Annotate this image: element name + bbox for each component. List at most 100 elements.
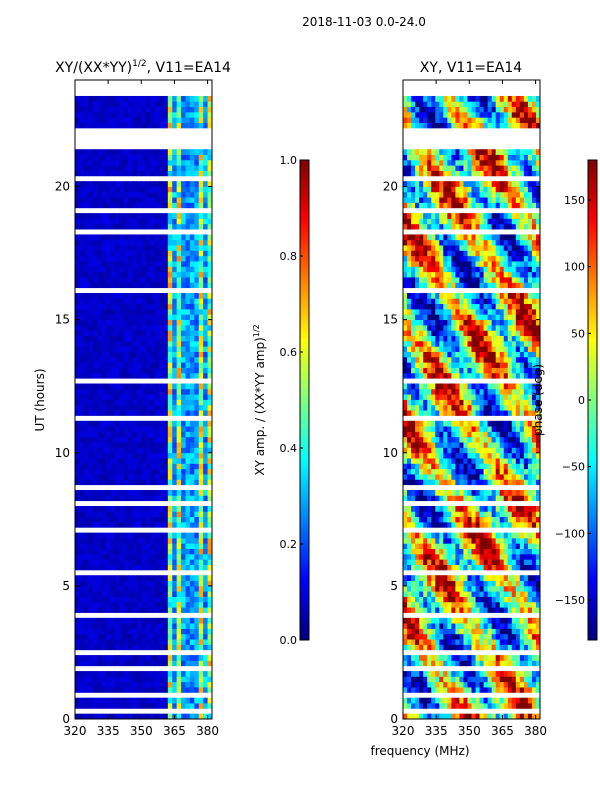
- amp-heatmap-cell: [79, 516, 85, 523]
- ph-heatmap-cell: [447, 404, 452, 411]
- amp-heatmap-cell: [75, 277, 80, 283]
- amp-heatmap-cell: [158, 431, 164, 438]
- amp-heatmap-cell: [128, 543, 133, 549]
- ph-heatmap-cell: [459, 617, 464, 624]
- ph-heatmap-cell: [507, 623, 513, 629]
- ph-heatmap-cell: [443, 580, 448, 587]
- ph-heatmap-cell: [519, 553, 525, 560]
- ph-heatmap-cell: [403, 410, 408, 416]
- amp-heatmap-cell: [119, 596, 125, 603]
- amp-heatmap-cell: [154, 298, 160, 305]
- amp-heatmap-cell: [101, 404, 107, 411]
- amp-heatmap-cell: [150, 181, 155, 187]
- ph-heatmap-cell: [459, 591, 464, 597]
- ph-heatmap-cell: [467, 575, 472, 581]
- amp-heatmap-cell: [163, 458, 169, 464]
- ph-heatmap-cell: [483, 495, 489, 502]
- amp-heatmap-cell: [172, 490, 178, 496]
- ph-heatmap-cell: [531, 420, 537, 427]
- ph-heatmap-cell: [523, 399, 529, 406]
- ph-heatmap-cell: [431, 511, 436, 518]
- ph-heatmap-cell: [507, 553, 513, 560]
- ph-heatmap-cell: [443, 442, 448, 448]
- amp-heatmap-cell: [105, 95, 111, 102]
- amp-heatmap-cell: [167, 213, 173, 219]
- amp-heatmap-cell: [88, 447, 94, 454]
- amp-heatmap-cell: [203, 447, 208, 454]
- amp-heatmap-cell: [181, 431, 186, 438]
- ph-heatmap-cell: [423, 644, 428, 651]
- amp-heatmap-cell: [83, 154, 89, 161]
- amp-heatmap-cell: [123, 543, 129, 549]
- ph-heatmap-cell: [467, 367, 472, 374]
- amp-heatmap-cell: [119, 537, 125, 544]
- ph-heatmap-cell: [419, 553, 424, 560]
- amp-heatmap-cell: [97, 607, 102, 613]
- ph-heatmap-cell: [443, 447, 448, 454]
- amp-heatmap-cell: [114, 660, 120, 667]
- ph-heatmap-cell: [479, 420, 484, 427]
- amp-heatmap-cell: [101, 335, 107, 342]
- amp-heatmap-cell: [172, 239, 178, 246]
- ph-heatmap-cell: [483, 388, 489, 395]
- amp-heatmap-cell: [198, 197, 204, 203]
- amp-heatmap-cell: [172, 202, 178, 209]
- ph-heatmap-cell: [415, 532, 420, 539]
- amp-heatmap-cell: [158, 351, 164, 358]
- ph-heatmap-cell: [459, 431, 464, 438]
- amp-heatmap-cell: [101, 165, 107, 171]
- ph-heatmap-cell: [403, 521, 408, 528]
- ph-heatmap-cell: [447, 367, 452, 374]
- ph-heatmap-cell: [503, 655, 509, 661]
- amp-heatmap-cell: [92, 543, 98, 549]
- amp-heatmap-cell: [167, 255, 173, 262]
- amp-heatmap-cell: [123, 426, 129, 432]
- amp-heatmap-cell: [176, 410, 182, 416]
- amp-heatmap-cell: [185, 436, 191, 443]
- ph-heatmap-cell: [471, 452, 476, 459]
- amp-heatmap-cell: [145, 575, 151, 581]
- amp-heatmap-cell: [181, 458, 186, 464]
- ph-heatmap-cell: [439, 506, 444, 512]
- amp-heatmap-cell: [88, 516, 94, 523]
- amp-heatmap-cell: [114, 671, 120, 677]
- ph-heatmap-cell: [451, 639, 456, 645]
- amp-heatmap-cell: [145, 330, 151, 336]
- ph-heatmap-cell: [519, 660, 525, 667]
- amp-heatmap-cell: [145, 266, 151, 273]
- amp-heatmap-cell: [207, 655, 213, 661]
- ph-heatmap-cell: [523, 628, 529, 635]
- ph-heatmap-cell: [455, 537, 460, 544]
- ph-heatmap-cell: [427, 388, 432, 395]
- amp-heatmap-cell: [119, 607, 125, 613]
- ph-heatmap-cell: [531, 479, 537, 486]
- amp-heatmap-cell: [185, 95, 191, 102]
- amp-heatmap-cell: [114, 575, 120, 581]
- ph-heatmap-cell: [519, 671, 525, 677]
- ph-heatmap-cell: [443, 388, 448, 395]
- amp-heatmap-cell: [154, 362, 160, 368]
- ph-heatmap-cell: [419, 644, 424, 651]
- amp-heatmap-cell: [189, 580, 195, 587]
- ph-heatmap-cell: [475, 628, 480, 635]
- amp-heatmap-cell: [141, 474, 147, 480]
- ph-heatmap-cell: [503, 713, 509, 720]
- amp-heatmap-cell: [88, 95, 94, 102]
- ph-heatmap-cell: [535, 713, 541, 720]
- ph-heatmap-cell: [439, 394, 444, 400]
- ph-heatmap-cell: [527, 697, 533, 704]
- amp-heatmap-cell: [105, 303, 111, 310]
- amp-heatmap-cell: [101, 324, 107, 331]
- amp-heatmap-cell: [114, 117, 120, 123]
- amp-heatmap-cell: [203, 468, 208, 475]
- ph-heatmap-cell: [427, 447, 432, 454]
- amp-heatmap-cell: [189, 367, 195, 374]
- ph-heatmap-cell: [443, 596, 448, 603]
- amp-heatmap-cell: [88, 404, 94, 411]
- ph-heatmap-cell: [523, 687, 529, 693]
- amp-heatmap-cell: [119, 479, 125, 486]
- amp-heatmap-cell: [158, 186, 164, 193]
- amp-heatmap-cell: [203, 687, 208, 693]
- amp-heatmap-cell: [145, 458, 151, 464]
- amp-heatmap-cell: [79, 633, 85, 640]
